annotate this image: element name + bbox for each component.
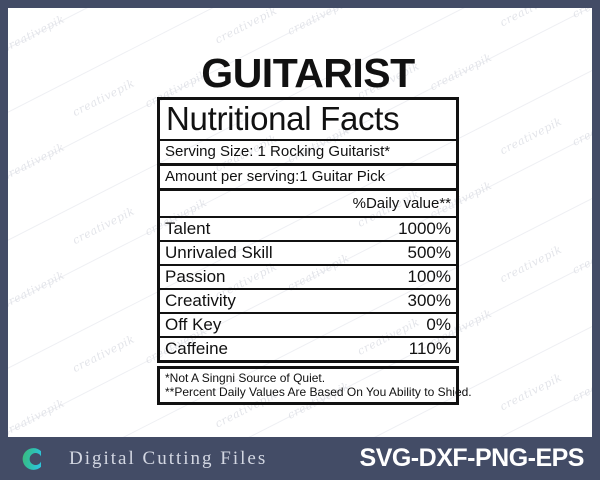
footnote-list: *Not A Singni Source of Quiet. **Percent …: [165, 371, 472, 399]
nutrient-value: 100%: [407, 267, 451, 286]
footnote-box: *Not A Singni Source of Quiet. **Percent …: [157, 366, 472, 405]
nutrient-name: Passion: [165, 267, 226, 286]
brand-footer-bar: Digital Cutting Files SVG-DXF-PNG-EPS: [0, 437, 600, 480]
nutrient-row: Unrivaled Skill 500%: [160, 242, 456, 266]
nutrient-row: Creativity 300%: [160, 290, 456, 314]
nutrient-value: 500%: [407, 243, 451, 262]
nutrition-facts-table: Nutritional Facts Serving Size: 1 Rockin…: [157, 97, 459, 363]
nutrient-name: Unrivaled Skill: [165, 243, 273, 262]
nutrient-value: 1000%: [398, 219, 451, 238]
file-formats-label: SVG-DXF-PNG-EPS: [359, 444, 585, 472]
nutrient-name: Off Key: [165, 315, 222, 334]
page-title: GUITARIST: [201, 50, 415, 96]
nutrient-row: Off Key 0%: [160, 314, 456, 338]
nutrient-value: 0%: [426, 315, 451, 334]
nutrition-label-artwork: GUITARIST Nutritional Facts Serving Size…: [157, 50, 472, 405]
footnote-line: **Percent Daily Values Are Based On You …: [165, 385, 472, 399]
nutrient-name: Caffeine: [165, 339, 229, 358]
nutrient-row: Caffeine 110%: [160, 338, 456, 360]
creativepik-c-logo-icon: [22, 447, 41, 470]
nutrient-row-list: Talent 1000% Unrivaled Skill 500% Passion 100…: [160, 218, 456, 360]
nutrient-value: 110%: [408, 339, 451, 358]
nutrient-value: 300%: [407, 291, 451, 310]
nutrient-row: Passion 100%: [160, 266, 456, 290]
nutrient-row: Talent 1000%: [160, 218, 456, 242]
serving-size-row: Serving Size: 1 Rocking Guitarist*: [160, 141, 456, 166]
brand-tagline: Digital Cutting Files: [69, 447, 268, 469]
footnote-line: *Not A Singni Source of Quiet.: [165, 371, 326, 385]
nutrient-name: Creativity: [165, 291, 236, 310]
amount-per-serving-row: Amount per serving:1 Guitar Pick: [160, 166, 456, 191]
artboard: creativepik creativepikcreativepik creativ…: [8, 8, 592, 437]
nutrition-facts-heading: Nutritional Facts: [160, 100, 456, 141]
daily-value-header: %Daily value**: [160, 191, 456, 218]
nutrient-name: Talent: [165, 219, 211, 238]
